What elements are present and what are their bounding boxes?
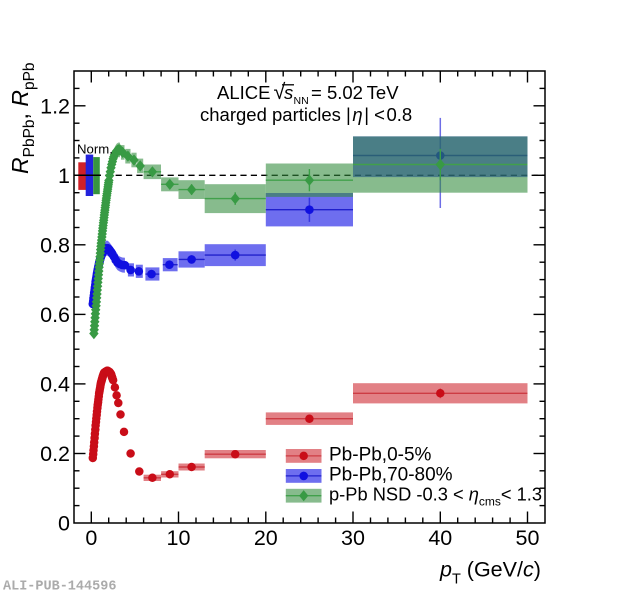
svg-text:10: 10 <box>167 526 191 550</box>
svg-text:0: 0 <box>58 512 70 536</box>
svg-text:0.4: 0.4 <box>40 373 70 397</box>
svg-text:0: 0 <box>85 526 97 550</box>
svg-text:charged particles | η | < 0.8: charged particles | η | < 0.8 <box>200 104 412 125</box>
svg-text:0.2: 0.2 <box>40 442 70 466</box>
svg-text:pT (GeV/c): pT (GeV/c) <box>439 558 541 588</box>
svg-text:RPbPb, RpPb: RPbPb, RpPb <box>7 62 38 174</box>
svg-text:0.8: 0.8 <box>40 233 70 257</box>
svg-text:0.6: 0.6 <box>40 303 70 327</box>
svg-text:1.2: 1.2 <box>40 94 70 118</box>
svg-text:30: 30 <box>341 526 365 550</box>
svg-text:ALICE√sNN= 5.02 TeV: ALICE √sNN = 5.02 TeV <box>217 80 399 107</box>
svg-text:Norm.: Norm. <box>77 142 113 157</box>
svg-text:1: 1 <box>58 164 70 188</box>
svg-text:p-Pb NSD -0.3 < ηcms< 1.3: p-Pb NSD -0.3 < ηcms< 1.3 <box>329 484 542 509</box>
svg-text:40: 40 <box>428 526 452 550</box>
svg-text:50: 50 <box>516 526 540 550</box>
svg-text:ALI-PUB-144596: ALI-PUB-144596 <box>3 580 116 595</box>
svg-text:Pb-Pb,0-5%: Pb-Pb,0-5% <box>329 445 432 466</box>
svg-text:Pb-Pb,70-80%: Pb-Pb,70-80% <box>329 465 453 486</box>
svg-text:20: 20 <box>254 526 278 550</box>
